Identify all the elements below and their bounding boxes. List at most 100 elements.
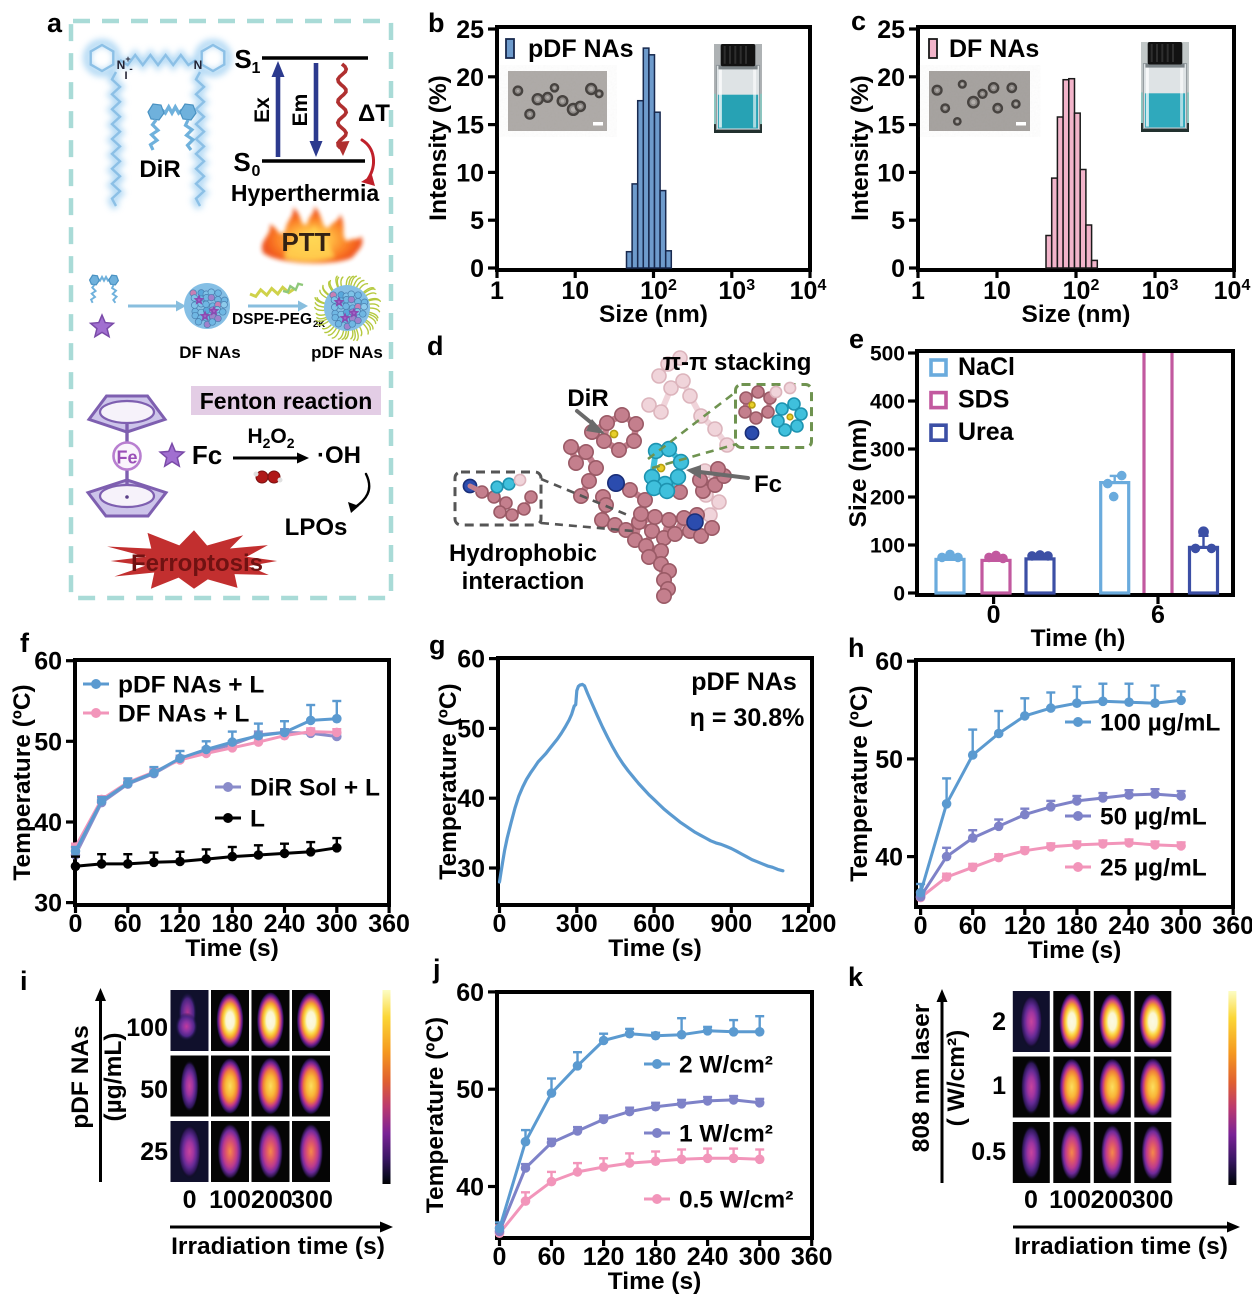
svg-text:Time (h): Time (h) <box>1031 625 1126 652</box>
svg-text:PTT: PTT <box>281 227 330 257</box>
svg-text:100: 100 <box>126 1014 168 1042</box>
svg-text:0: 0 <box>493 1243 507 1271</box>
svg-text:25 µg/mL: 25 µg/mL <box>1100 855 1207 882</box>
svg-text:15: 15 <box>877 112 905 140</box>
svg-text:100 µg/mL: 100 µg/mL <box>1100 710 1220 737</box>
svg-text:0: 0 <box>893 583 905 606</box>
svg-text:300: 300 <box>316 910 358 938</box>
svg-text:5: 5 <box>891 207 905 235</box>
svg-text:200: 200 <box>251 1186 293 1214</box>
svg-text:NaCl: NaCl <box>958 353 1015 381</box>
svg-text:15: 15 <box>456 112 484 140</box>
svg-text:1: 1 <box>252 60 261 77</box>
svg-text:100: 100 <box>1049 1186 1091 1214</box>
svg-text:Urea: Urea <box>958 418 1015 446</box>
svg-text:0: 0 <box>914 912 928 940</box>
svg-text:104: 104 <box>790 277 827 305</box>
svg-text:40: 40 <box>456 1174 484 1202</box>
svg-text:DF NAs: DF NAs <box>949 35 1039 63</box>
svg-text:103: 103 <box>1142 277 1179 305</box>
svg-text:N: N <box>194 58 203 72</box>
svg-text:1200: 1200 <box>781 910 837 938</box>
svg-text:DiR Sol + L: DiR Sol + L <box>250 775 380 802</box>
svg-text:Fc: Fc <box>754 471 782 498</box>
svg-text:240: 240 <box>1108 912 1150 940</box>
svg-text:Temperature (ºC): Temperature (ºC) <box>435 683 462 879</box>
svg-text:N: N <box>117 58 126 72</box>
svg-text:360: 360 <box>791 1243 833 1271</box>
svg-text:60: 60 <box>959 912 987 940</box>
svg-text:DF NAs + L: DF NAs + L <box>118 701 249 728</box>
svg-text:Intensity (%): Intensity (%) <box>847 75 874 221</box>
svg-text:120: 120 <box>1004 912 1046 940</box>
svg-text:900: 900 <box>710 910 752 938</box>
svg-text:180: 180 <box>635 1243 677 1271</box>
svg-text:π-π stacking: π-π stacking <box>663 349 812 376</box>
svg-text:( W/cm²): ( W/cm²) <box>943 1030 970 1127</box>
svg-text:1: 1 <box>992 1072 1006 1100</box>
svg-text:Intensity (%): Intensity (%) <box>425 75 452 221</box>
svg-text:0: 0 <box>987 601 1001 629</box>
svg-text:30: 30 <box>457 855 485 883</box>
svg-text:k: k <box>848 962 864 992</box>
svg-text:Fe: Fe <box>116 448 137 468</box>
svg-text:ΔT: ΔT <box>358 100 390 127</box>
svg-text:Hyperthermia: Hyperthermia <box>231 180 379 206</box>
svg-text:120: 120 <box>159 910 201 938</box>
svg-text:25: 25 <box>456 16 484 44</box>
svg-text:pDF NAs: pDF NAs <box>311 343 383 362</box>
svg-text:400: 400 <box>870 391 905 414</box>
svg-text:Ferroptosis: Ferroptosis <box>131 550 263 577</box>
svg-text:Time (s): Time (s) <box>185 935 279 962</box>
svg-text:50: 50 <box>875 746 903 774</box>
svg-text:pDF NAs + L: pDF NAs + L <box>118 672 264 699</box>
svg-text:50 µg/mL: 50 µg/mL <box>1100 804 1207 831</box>
svg-text:360: 360 <box>368 910 410 938</box>
svg-text:25: 25 <box>140 1138 168 1166</box>
svg-text:0: 0 <box>470 255 484 283</box>
svg-text:f: f <box>20 628 30 658</box>
svg-text:0: 0 <box>493 910 507 938</box>
svg-text:Time (s): Time (s) <box>1028 937 1122 964</box>
svg-text:60: 60 <box>538 1243 566 1271</box>
svg-text:60: 60 <box>457 646 485 674</box>
svg-text:200: 200 <box>870 487 905 510</box>
svg-text:10: 10 <box>983 277 1011 305</box>
svg-text:30: 30 <box>34 890 62 918</box>
svg-text:pDF NAs: pDF NAs <box>67 1025 94 1128</box>
svg-text:b: b <box>428 8 445 38</box>
svg-text:100: 100 <box>870 535 905 558</box>
svg-text:Fc: Fc <box>192 440 222 470</box>
svg-text:500: 500 <box>870 343 905 366</box>
svg-text:40: 40 <box>875 844 903 872</box>
svg-text:S: S <box>234 44 251 74</box>
svg-text:50: 50 <box>457 715 485 743</box>
svg-text:60: 60 <box>34 648 62 676</box>
svg-text:Temperature (ºC): Temperature (ºC) <box>846 685 873 881</box>
svg-text:60: 60 <box>875 648 903 676</box>
svg-text:0: 0 <box>1024 1186 1038 1214</box>
svg-text:SDS: SDS <box>958 386 1009 414</box>
svg-text:20: 20 <box>877 64 905 92</box>
svg-text:Temperature (ºC): Temperature (ºC) <box>422 1017 449 1213</box>
svg-text:interaction: interaction <box>462 568 585 595</box>
svg-text:a: a <box>47 8 63 38</box>
svg-text:Size (nm): Size (nm) <box>845 419 872 528</box>
svg-text:300: 300 <box>870 439 905 462</box>
svg-text:1 W/cm²: 1 W/cm² <box>679 1121 773 1148</box>
svg-text:10: 10 <box>877 159 905 187</box>
svg-text:0.5 W/cm²: 0.5 W/cm² <box>679 1187 793 1214</box>
svg-text:1: 1 <box>911 277 925 305</box>
svg-text:η = 30.8%: η = 30.8% <box>690 704 805 732</box>
svg-text:g: g <box>429 630 446 660</box>
svg-text:2: 2 <box>992 1008 1006 1036</box>
svg-text:0: 0 <box>183 1186 197 1214</box>
svg-text:40: 40 <box>34 809 62 837</box>
svg-text:50: 50 <box>140 1076 168 1104</box>
svg-text:DF NAs: DF NAs <box>179 343 240 362</box>
svg-text:50: 50 <box>34 728 62 756</box>
svg-text:60: 60 <box>114 910 142 938</box>
svg-text:Irradiation time (s): Irradiation time (s) <box>1014 1233 1228 1260</box>
svg-text:-: - <box>129 64 132 75</box>
svg-text:0: 0 <box>891 255 905 283</box>
